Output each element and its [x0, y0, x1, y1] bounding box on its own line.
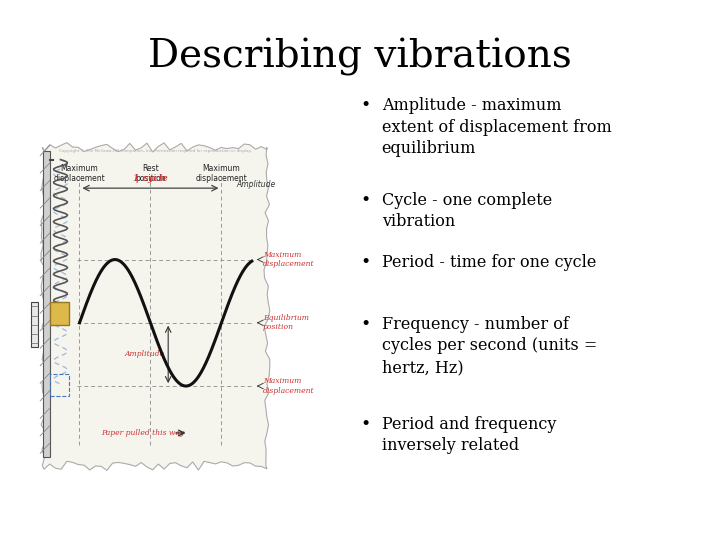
- Text: Amplitude - maximum
extent of displacement from
equilibrium: Amplitude - maximum extent of displaceme…: [382, 97, 611, 157]
- Text: Frequency - number of
cycles per second (units =
hertz, Hz): Frequency - number of cycles per second …: [382, 316, 597, 376]
- Bar: [50, 302, 69, 325]
- Text: •: •: [360, 416, 370, 433]
- Bar: [31, 302, 38, 347]
- Text: Cycle - one complete
vibration: Cycle - one complete vibration: [382, 192, 552, 230]
- Text: Period - time for one cycle: Period - time for one cycle: [382, 254, 596, 271]
- Text: Amplitude: Amplitude: [237, 180, 276, 189]
- Text: •: •: [360, 254, 370, 271]
- Bar: [50, 374, 69, 396]
- Text: •: •: [360, 192, 370, 208]
- Text: Copyright © The McGraw-Hill Companies, Inc. Permission required for reproduction: Copyright © The McGraw-Hill Companies, I…: [59, 150, 252, 153]
- Text: Describing vibrations: Describing vibrations: [148, 38, 572, 76]
- Text: Amplitude: Amplitude: [125, 350, 164, 359]
- Text: •: •: [360, 316, 370, 333]
- Text: Maximum
displacement: Maximum displacement: [263, 251, 315, 268]
- Bar: [42, 151, 50, 457]
- Text: Maximum
displacement: Maximum displacement: [196, 164, 247, 183]
- Text: Maximum
displacement: Maximum displacement: [53, 164, 105, 183]
- Text: 1 cycle: 1 cycle: [133, 174, 168, 183]
- Text: Equilibrium
position: Equilibrium position: [263, 314, 309, 332]
- Text: Paper pulled this way: Paper pulled this way: [102, 429, 184, 437]
- Text: Period and frequency
inversely related: Period and frequency inversely related: [382, 416, 556, 454]
- Polygon shape: [41, 143, 270, 470]
- Text: •: •: [360, 97, 370, 114]
- Text: Rest
position: Rest position: [135, 164, 166, 183]
- Text: Maximum
displacement: Maximum displacement: [263, 377, 315, 395]
